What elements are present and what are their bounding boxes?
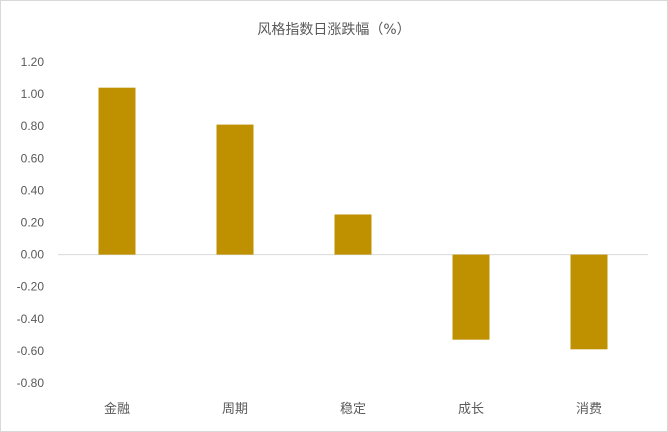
- bar-2: [216, 124, 254, 255]
- x-axis-labels: 金融 周期 稳定 成长 消费: [104, 401, 602, 417]
- y-tick-label: 0.80: [21, 119, 45, 133]
- bar-4: [452, 254, 490, 340]
- bar-3: [334, 214, 372, 255]
- y-axis-ticks: 1.20 1.00 0.80 0.60 0.40 0.20 0.00 -0.20 -0.40 -0…: [17, 55, 45, 390]
- x-category-label: 金融: [104, 401, 130, 417]
- chart-title: 风格指数日涨跌幅（%）: [257, 22, 410, 38]
- y-tick-label: -0.20: [17, 280, 45, 294]
- y-tick-label: -0.60: [17, 344, 45, 358]
- y-tick-label: 0.00: [21, 248, 45, 262]
- y-tick-label: 0.60: [21, 151, 45, 165]
- y-tick-label: 1.00: [21, 87, 45, 101]
- y-tick-label: 1.20: [21, 55, 45, 69]
- x-category-label: 消费: [576, 402, 602, 417]
- x-category-label: 稳定: [340, 401, 366, 417]
- y-tick-label: -0.80: [17, 376, 45, 390]
- y-tick-label: -0.40: [17, 312, 45, 326]
- bar-1: [98, 87, 136, 255]
- y-tick-label: 0.40: [21, 183, 45, 197]
- bars: [98, 87, 608, 350]
- y-tick-label: 0.20: [21, 216, 45, 230]
- x-category-label: 周期: [222, 402, 248, 417]
- bar-5: [570, 254, 608, 350]
- x-category-label: 成长: [458, 402, 484, 417]
